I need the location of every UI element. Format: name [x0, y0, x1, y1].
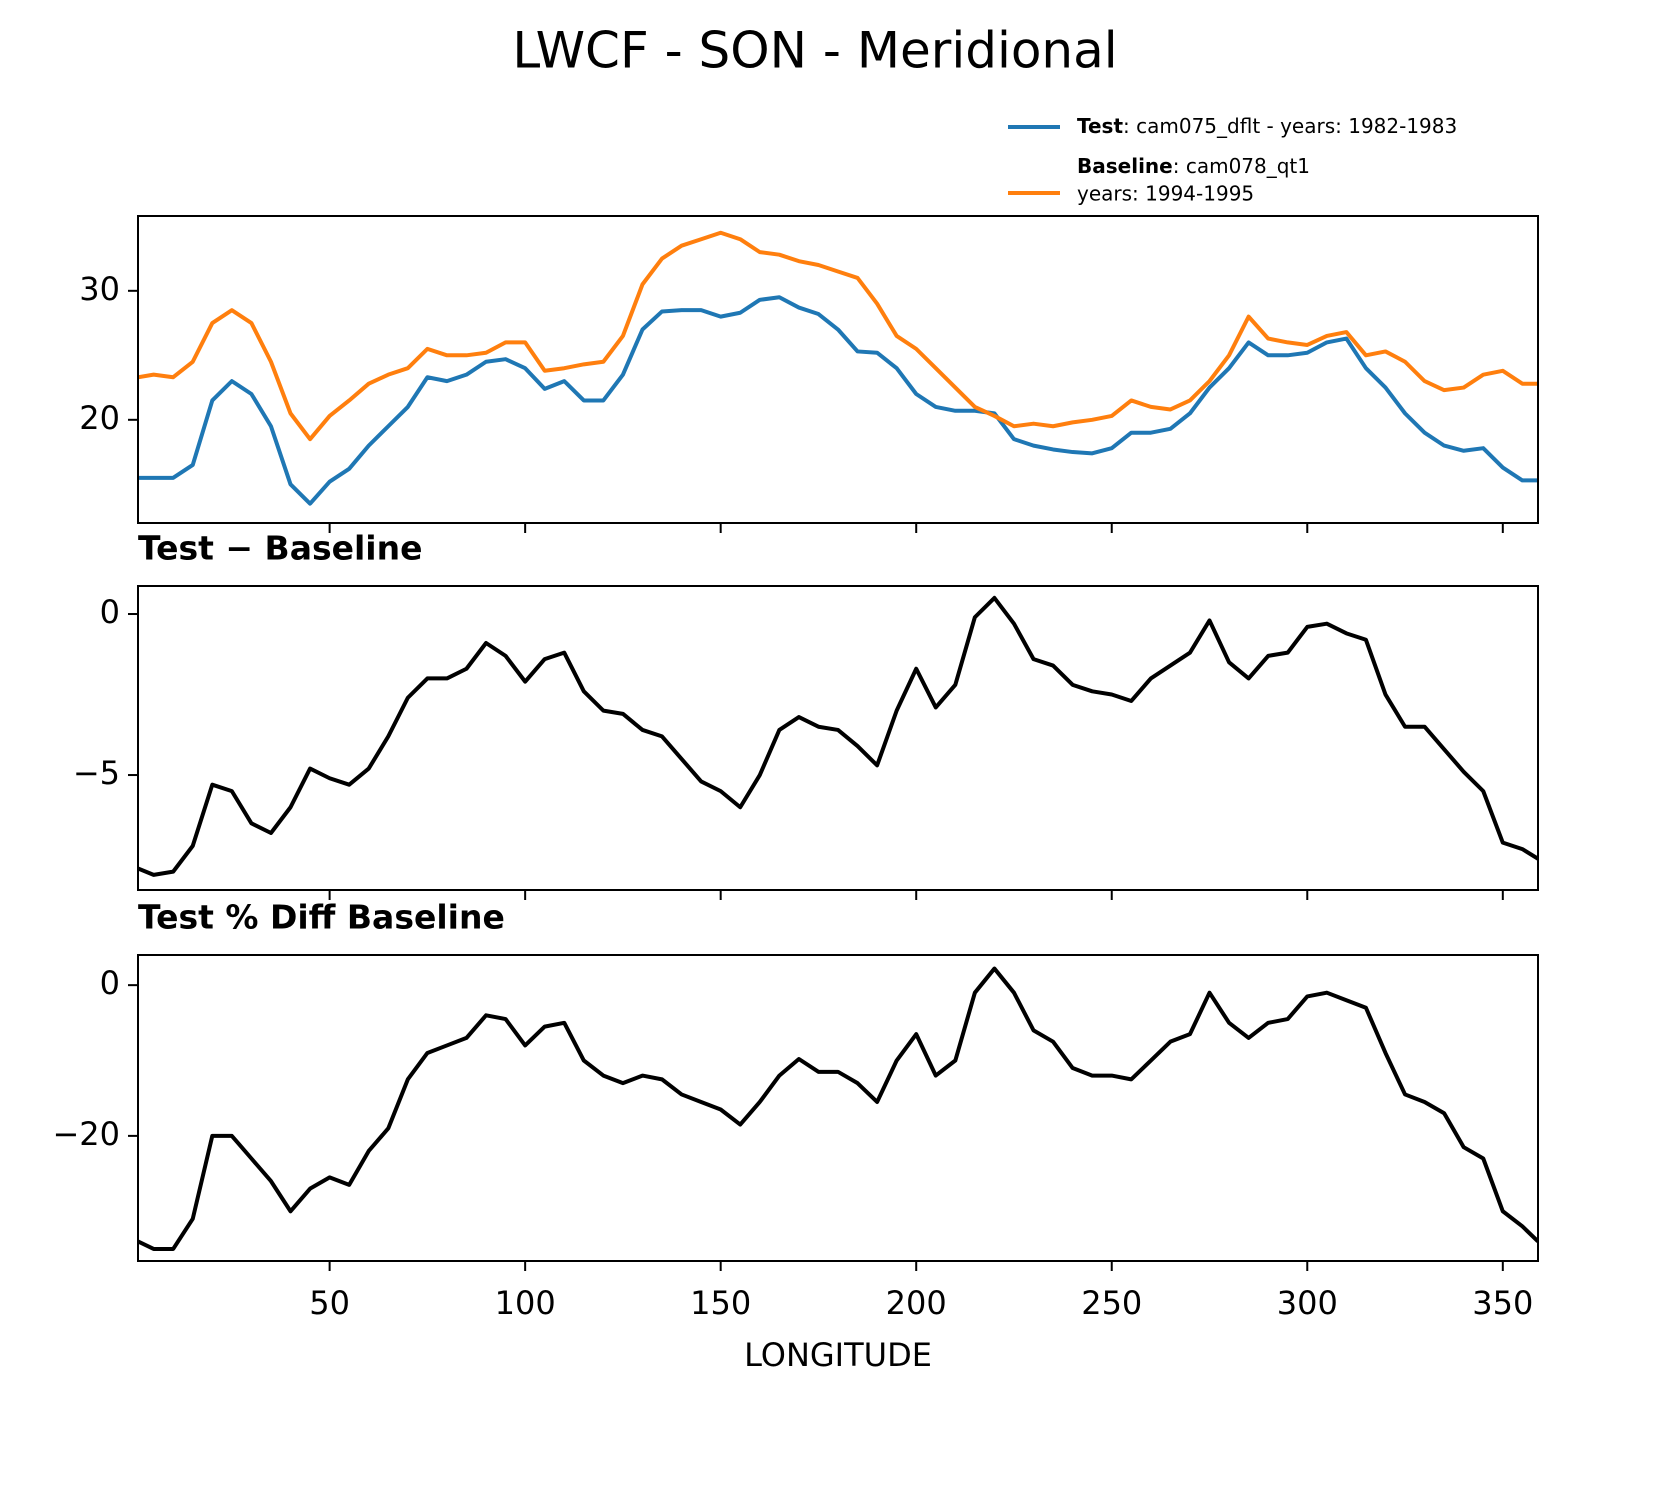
series-line — [138, 595, 1538, 877]
legend-description: : cam078_qt1 — [1173, 154, 1310, 178]
figure-title: LWCF - SON - Meridional — [512, 22, 1117, 80]
plot-frame — [137, 954, 1539, 1262]
subplot-title: Test − Baseline — [138, 529, 423, 568]
legend-name: Baseline — [1077, 154, 1173, 178]
y-tick-label: −20 — [52, 1115, 120, 1153]
legend-label: Test: cam075_dflt - years: 1982-1983 — [1077, 114, 1457, 138]
legend-description: years: 1994-1995 — [1077, 182, 1254, 206]
x-axis-label: LONGITUDE — [744, 1336, 932, 1374]
y-tick-label: −5 — [73, 754, 120, 792]
legend-label: Baseline: cam078_qt1 — [1077, 154, 1310, 178]
series-line — [138, 230, 1538, 442]
series-line — [138, 966, 1538, 1251]
x-tick-label: 150 — [690, 1284, 751, 1322]
y-tick-label: 0 — [100, 964, 120, 1002]
subplot-title: Test % Diff Baseline — [138, 898, 505, 937]
plot-frame — [137, 585, 1539, 891]
series-line — [138, 295, 1538, 506]
y-tick-label: 20 — [79, 399, 120, 437]
x-tick-label: 100 — [495, 1284, 556, 1322]
x-tick-label: 300 — [1277, 1284, 1338, 1322]
y-tick-label: 30 — [79, 270, 120, 308]
x-tick-label: 50 — [309, 1284, 350, 1322]
legend-description: : cam075_dflt - years: 1982-1983 — [1123, 114, 1457, 138]
plot-frame — [137, 215, 1539, 524]
legend-name: Test — [1077, 114, 1123, 138]
x-tick-label: 350 — [1472, 1284, 1533, 1322]
y-tick-label: 0 — [100, 593, 120, 631]
x-tick-label: 250 — [1081, 1284, 1142, 1322]
x-tick-label: 200 — [886, 1284, 947, 1322]
